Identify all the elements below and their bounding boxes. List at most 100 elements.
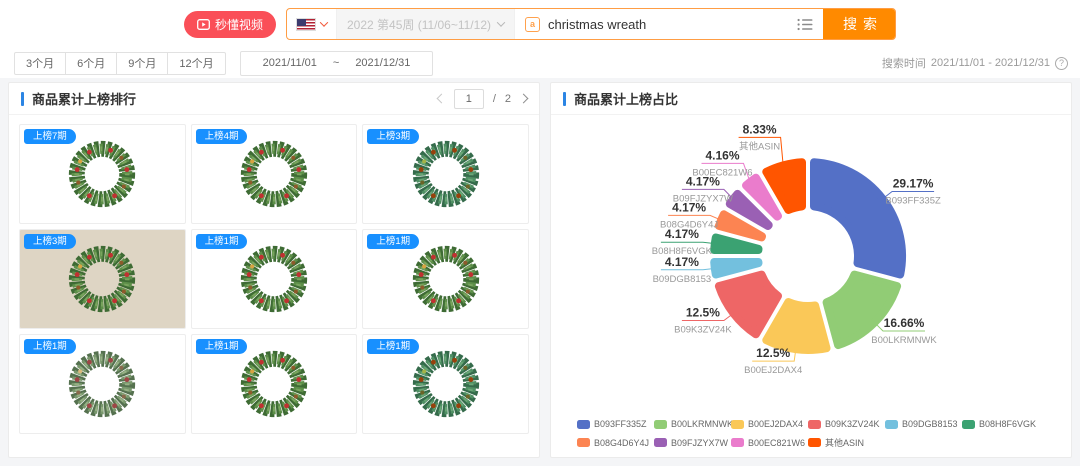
- share-panel-header: 商品累计上榜占比: [551, 83, 1071, 115]
- name-label-B08H8F6VGK: B08H8F6VGK: [652, 246, 713, 257]
- wreath-image: [412, 140, 479, 208]
- video-button-label: 秒懂视频: [214, 17, 263, 32]
- donut-segment-B093FF335Z[interactable]: [810, 158, 907, 279]
- legend-item-B093FF335Z[interactable]: B093FF335Z: [577, 419, 647, 429]
- product-card[interactable]: 上榜4期: [190, 124, 358, 224]
- label-line-B09K3ZV24K: [681, 314, 732, 321]
- product-card[interactable]: 上榜1期: [190, 229, 358, 329]
- label-line-B09DGB8153: [660, 268, 712, 271]
- wreath-image: [240, 350, 308, 418]
- percent-label-B00EJ2DAX4: 12.5%: [756, 346, 790, 360]
- label-line-B08H8F6VGK: [660, 241, 712, 244]
- legend-item-其他ASIN[interactable]: 其他ASIN: [808, 436, 877, 449]
- ranked-times-badge: 上榜1期: [367, 339, 420, 354]
- period-tab-group: 3个月 6个月 9个月 12个月: [14, 51, 226, 75]
- search-time-value: 2021/11/01 - 2021/12/31: [930, 57, 1050, 69]
- legend-item-B09FJZYX7W[interactable]: B09FJZYX7W: [654, 436, 728, 449]
- search-input[interactable]: [548, 16, 777, 32]
- chevron-left-icon[interactable]: [436, 93, 447, 104]
- video-tutorial-button[interactable]: 秒懂视频: [183, 10, 276, 38]
- current-page-box[interactable]: 1: [453, 88, 484, 109]
- donut-segment-B08H8F6VGK[interactable]: [710, 233, 763, 254]
- ranked-times-badge: 上榜3期: [24, 234, 76, 249]
- filter-row: 3个月 6个月 9个月 12个月 2021/11/01 ~ 2021/12/31 搜索…: [0, 48, 1080, 78]
- legend-marker: [654, 419, 667, 429]
- chevron-down-icon: [319, 18, 329, 27]
- legend-item-B00LKRMNWK[interactable]: B00LKRMNWK: [654, 419, 733, 429]
- product-card[interactable]: 上榜3期: [19, 229, 186, 329]
- legend-item-B00EJ2DAX4[interactable]: B00EJ2DAX4: [731, 419, 804, 429]
- week-selector-value: 2022 第45周 (11/06~11/12): [347, 17, 491, 32]
- donut-segment-B00LKRMNWK[interactable]: [822, 270, 902, 350]
- legend-item-B08G4D6Y4J[interactable]: B08G4D6Y4J: [577, 436, 649, 449]
- title-accent-bar: [21, 91, 24, 106]
- percent-label-B093FF335Z: 29.17%: [893, 177, 934, 191]
- name-label-B09DGB8153: B09DGB8153: [653, 274, 712, 285]
- wreath-image: [412, 245, 479, 313]
- wreath-image: [69, 350, 136, 418]
- legend-marker: [808, 438, 821, 447]
- donut-segment-B09DGB8153[interactable]: [710, 258, 763, 279]
- donut-segment-B00EJ2DAX4[interactable]: [762, 298, 831, 354]
- content-area: 商品累计上榜排行 1 / 2 上榜7期 上榜4期 上榜3期 上榜3期: [0, 78, 1080, 466]
- donut-segment-B09K3ZV24K[interactable]: [714, 270, 782, 339]
- chevron-right-icon[interactable]: [518, 93, 529, 104]
- product-card[interactable]: 上榜3期: [362, 124, 529, 224]
- search-button[interactable]: 搜索: [823, 9, 895, 39]
- legend-item-B09K3ZV24K[interactable]: B09K3ZV24K: [808, 419, 880, 429]
- product-card[interactable]: 上榜1期: [362, 334, 529, 434]
- search-time-label: 搜索时间: [881, 58, 926, 70]
- percent-label-其他ASIN: 8.33%: [743, 122, 777, 136]
- ranked-times-badge: 上榜1期: [195, 234, 248, 249]
- product-card[interactable]: 上榜1期: [19, 334, 186, 434]
- search-time-info: 搜索时间 2021/11/01 - 2021/12/31 ?: [882, 55, 1068, 71]
- ranking-panel-header: 商品累计上榜排行 1 / 2: [9, 83, 539, 115]
- wreath-image: [240, 140, 308, 208]
- product-grid: 上榜7期 上榜4期 上榜3期 上榜3期 上榜1期 上榜1期 上榜1期: [9, 115, 539, 443]
- donut-segment-B09FJZYX7W[interactable]: [725, 189, 773, 230]
- name-label-B093FF335Z: B093FF335Z: [885, 196, 941, 207]
- period-tab-12个月[interactable]: 12个月: [167, 51, 226, 75]
- name-label-B00EJ2DAX4: B00EJ2DAX4: [744, 365, 802, 376]
- wreath-image: [69, 140, 136, 208]
- legend-label: B09DGB8153: [902, 419, 958, 429]
- chevron-down-icon: [496, 18, 506, 27]
- ranked-times-badge: 上榜4期: [195, 129, 248, 144]
- legend-label: B08H8F6VGK: [979, 419, 1037, 429]
- donut-segment-B08G4D6Y4J[interactable]: [714, 210, 766, 242]
- week-selector[interactable]: 2022 第45周 (11/06~11/12): [337, 9, 515, 39]
- total-pages: 2: [504, 92, 511, 105]
- legend-item-B08H8F6VGK[interactable]: B08H8F6VGK: [962, 419, 1036, 429]
- legend-label: 其他ASIN: [825, 438, 865, 448]
- topbar: 秒懂视频 2022 第45周 (11/06~11/12) a 搜索: [0, 0, 1080, 48]
- legend-marker: [731, 419, 744, 429]
- label-line-B00EJ2DAX4: [752, 352, 796, 362]
- history-list-button[interactable]: [787, 9, 823, 39]
- name-label-B00LKRMNWK: B00LKRMNWK: [871, 335, 937, 346]
- label-line-B09FJZYX7W: [681, 188, 732, 198]
- date-range-picker[interactable]: 2021/11/01 ~ 2021/12/31: [239, 50, 434, 76]
- chart-legend: B093FF335Z B00LKRMNWK B00EJ2DAX4 B09K3ZV24K…: [551, 415, 1063, 459]
- legend-label: B00LKRMNWK: [671, 419, 734, 429]
- name-label-其他ASIN: 其他ASIN: [739, 140, 780, 152]
- donut-segment-其他ASIN[interactable]: [762, 158, 806, 214]
- legend-item-B00EC821W6[interactable]: B00EC821W6: [731, 436, 805, 449]
- donut-chart: 16.66% B00LKRMNWK 29.17% B093FF335Z 12.5% B00…: [652, 122, 941, 376]
- legend-label: B093FF335Z: [594, 419, 647, 429]
- legend-label: B00EJ2DAX4: [748, 419, 804, 429]
- name-label-B00EC821W6: B00EC821W6: [692, 167, 752, 178]
- ranked-times-badge: 上榜1期: [24, 339, 76, 354]
- donut-segment-B00EC821W6[interactable]: [742, 173, 782, 221]
- pagination: 1 / 2: [436, 88, 529, 109]
- legend-item-B09DGB8153[interactable]: B09DGB8153: [885, 419, 958, 429]
- period-tab-9个月[interactable]: 9个月: [116, 51, 169, 75]
- product-card[interactable]: 上榜1期: [362, 229, 529, 329]
- country-selector[interactable]: [287, 9, 337, 39]
- period-tab-3个月[interactable]: 3个月: [14, 51, 67, 75]
- share-panel-title: 商品累计上榜占比: [574, 92, 679, 107]
- question-circle-icon[interactable]: ?: [1055, 56, 1068, 70]
- percent-label-B09DGB8153: 4.17%: [665, 255, 699, 269]
- product-card[interactable]: 上榜7期: [19, 124, 186, 224]
- product-card[interactable]: 上榜1期: [190, 334, 358, 434]
- period-tab-6个月[interactable]: 6个月: [65, 51, 118, 75]
